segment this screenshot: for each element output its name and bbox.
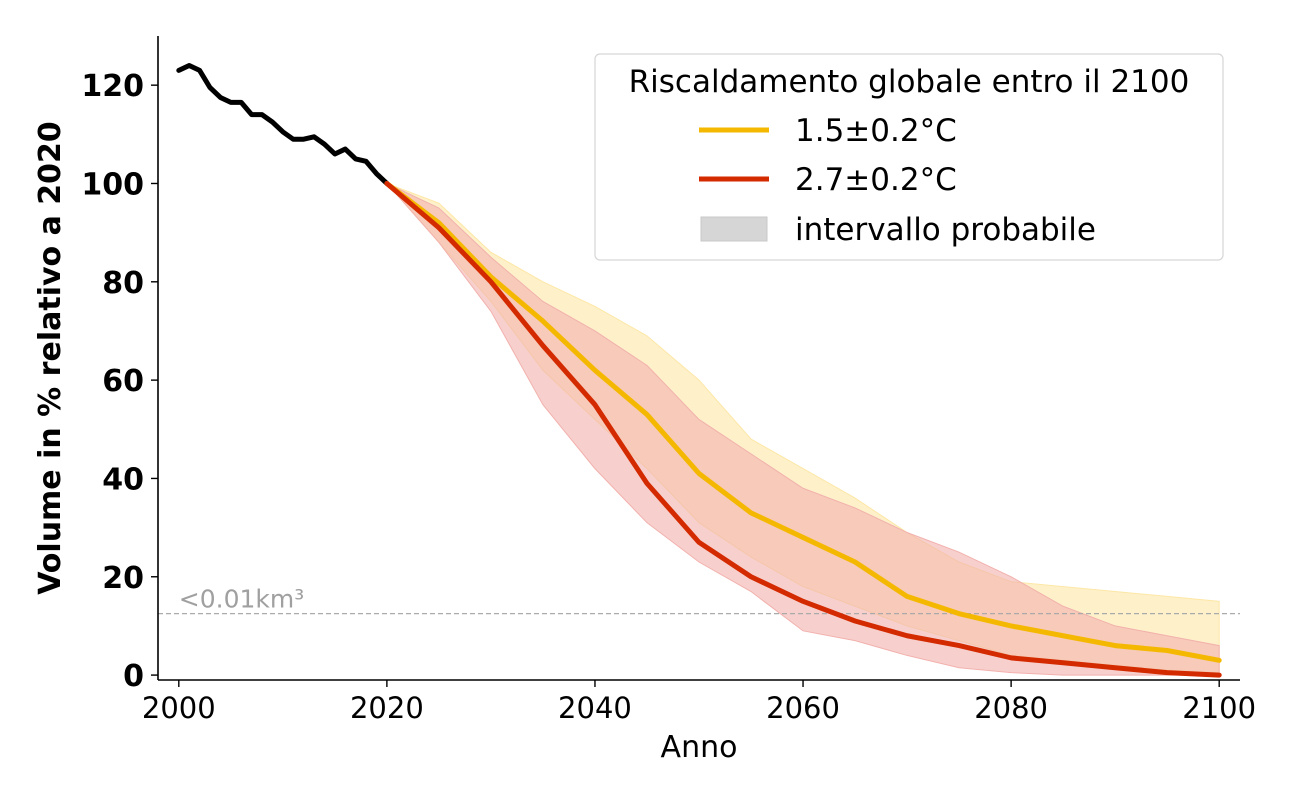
x-tick-label-2060: 2060 <box>766 691 840 725</box>
x-tick-label-2080: 2080 <box>974 691 1048 725</box>
y-tick-label-40: 40 <box>102 462 144 497</box>
threshold-group: <0.01km³ <box>158 585 1240 615</box>
y-ticks: 0 20 40 60 80 100 120 <box>81 69 158 694</box>
x-tick-label-2100: 2100 <box>1182 691 1256 725</box>
line-s15 <box>384 180 1222 663</box>
legend-box <box>594 53 1224 261</box>
threshold-label: <0.01km³ <box>179 585 304 614</box>
series-lines <box>176 62 1222 678</box>
y-tick-label-120: 120 <box>81 69 144 104</box>
legend: Riscaldamento globale entro il 2100 1.5±… <box>594 53 1224 261</box>
y-tick-label-80: 80 <box>102 266 144 301</box>
x-ticks: 2000 2020 2040 2060 2080 2100 <box>142 680 1256 725</box>
y-tick-label-20: 20 <box>102 561 144 596</box>
legend-label-s15: 1.5±0.2°C <box>795 113 957 149</box>
line-historical <box>176 62 390 186</box>
legend-label-band: intervallo probabile <box>795 212 1096 248</box>
x-tick-label-2040: 2040 <box>558 691 632 725</box>
line-s27 <box>384 180 1222 678</box>
y-axis-title: Volume in % relativo a 2020 <box>33 121 68 595</box>
legend-title: Riscaldamento globale entro il 2100 <box>629 64 1190 100</box>
x-tick-label-2000: 2000 <box>142 691 216 725</box>
legend-label-s27: 2.7±0.2°C <box>795 162 957 198</box>
legend-swatch-band <box>700 216 768 242</box>
y-tick-label-0: 0 <box>123 659 144 694</box>
y-tick-label-100: 100 <box>81 167 144 202</box>
x-tick-label-2020: 2020 <box>350 691 424 725</box>
x-axis-title: Anno <box>661 730 738 765</box>
y-tick-label-60: 60 <box>102 364 144 399</box>
